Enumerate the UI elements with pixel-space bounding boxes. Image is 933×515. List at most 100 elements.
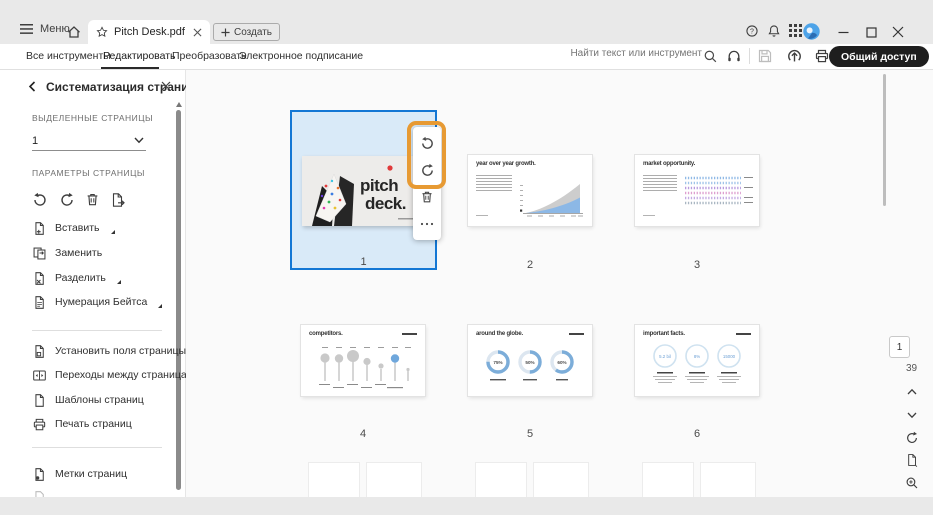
- share-upload-button[interactable]: [786, 47, 803, 64]
- search-input[interactable]: [560, 48, 702, 59]
- headphones-icon: [728, 50, 740, 62]
- page-params-label: ПАРАМЕТРЫ СТРАНИЦЫ: [32, 168, 145, 178]
- previous-page-button[interactable]: [890, 388, 933, 395]
- window-bottom-strip: [0, 497, 933, 515]
- tab-convert[interactable]: Преобразовать: [172, 50, 247, 62]
- page-transitions-item[interactable]: Переходы между страницами: [32, 366, 200, 384]
- rotate-left-button[interactable]: [418, 134, 436, 152]
- page-number: 1: [360, 256, 367, 268]
- print-button[interactable]: [814, 48, 830, 64]
- replace-pages-item[interactable]: Заменить: [32, 244, 102, 262]
- apps-button[interactable]: [789, 24, 802, 37]
- help-button[interactable]: ?: [745, 24, 759, 38]
- page-thumbnail-partial[interactable]: [643, 463, 693, 497]
- insert-pages-item[interactable]: Вставить: [32, 219, 115, 237]
- search-button[interactable]: [703, 49, 718, 64]
- trash-icon: [422, 191, 432, 203]
- window-close-button[interactable]: [890, 24, 906, 40]
- page-thumbnail-3[interactable]: market opportunity.: [635, 155, 759, 226]
- page-number: 3: [693, 259, 701, 271]
- tab-all-tools[interactable]: Все инструменты: [26, 50, 111, 62]
- page-thumbnail-2[interactable]: year over year growth.: [468, 155, 592, 226]
- tab-esign[interactable]: Электронное подписание: [239, 50, 364, 62]
- window-minimize-button[interactable]: [835, 24, 851, 40]
- extract-page-button[interactable]: [110, 192, 126, 208]
- donut-value-1: 75%: [493, 360, 502, 365]
- notifications-button[interactable]: [767, 24, 781, 38]
- rotate-right-button[interactable]: [418, 161, 436, 179]
- tab-close-icon[interactable]: [193, 28, 202, 37]
- rotate-right-icon: [906, 431, 917, 443]
- page-thumbnail-partial[interactable]: [701, 463, 755, 497]
- panel-close-button[interactable]: [161, 81, 171, 91]
- panel-scroll-up-arrow[interactable]: [176, 102, 182, 107]
- menu-button[interactable]: Меню: [20, 23, 70, 35]
- close-icon: [161, 81, 171, 91]
- home-button[interactable]: [66, 24, 82, 40]
- donut-value-2: 50%: [525, 360, 534, 365]
- current-page-value: 1: [896, 341, 903, 353]
- rotate-right-icon: [421, 163, 433, 176]
- page-thumbnail-partial[interactable]: [534, 463, 588, 497]
- page-thumbnail-5[interactable]: around the globe. 75% 50% 60%: [468, 325, 592, 396]
- page-labels-item[interactable]: Метки страниц: [32, 465, 127, 483]
- more-options-button[interactable]: [418, 215, 436, 233]
- slide-1-word-1: pitch: [360, 176, 398, 195]
- page-view-button[interactable]: [890, 453, 933, 467]
- delete-page-button[interactable]: [85, 192, 100, 207]
- save-button[interactable]: [757, 48, 773, 64]
- page-thumbnail-partial[interactable]: [309, 463, 359, 497]
- rotate-right-button[interactable]: [59, 192, 75, 208]
- panel-scrollbar[interactable]: [176, 110, 181, 490]
- page-templates-item[interactable]: Шаблоны страниц: [32, 391, 144, 409]
- page-icon: [907, 454, 917, 467]
- document-tab[interactable]: Pitch Desk.pdf: [88, 20, 210, 44]
- chevron-down-icon: [907, 412, 916, 419]
- create-button[interactable]: Создать: [213, 23, 281, 41]
- account-button[interactable]: [803, 23, 820, 40]
- page-thumbnail-partial[interactable]: [367, 463, 421, 497]
- home-icon: [68, 26, 80, 38]
- read-aloud-button[interactable]: [726, 48, 742, 64]
- slide-5-title: around the globe.: [476, 331, 523, 337]
- next-page-button[interactable]: [890, 412, 933, 419]
- zoom-button[interactable]: [890, 476, 933, 490]
- page-crop-icon: [35, 344, 44, 358]
- print-pages-item[interactable]: Печать страниц: [32, 415, 132, 433]
- hamburger-icon: [20, 24, 33, 34]
- page-thumbnail-6[interactable]: important facts. 5.2 bil 8% 15000: [635, 325, 759, 396]
- delete-page-button[interactable]: [418, 188, 436, 206]
- slide-1-art: pitch deck.: [302, 156, 425, 226]
- slide-1-preview[interactable]: pitch deck.: [302, 156, 425, 226]
- trash-icon: [87, 193, 98, 206]
- page-thumbnail-partial[interactable]: [476, 463, 526, 497]
- chevron-left-icon: [28, 81, 36, 92]
- split-pages-item[interactable]: Разделить: [32, 269, 121, 287]
- share-access-button[interactable]: Общий доступ: [829, 46, 929, 67]
- bates-numbering-item[interactable]: Нумерация Бейтса: [32, 293, 163, 311]
- panel-back-button[interactable]: [27, 81, 38, 92]
- split-pages-label: Разделить: [55, 272, 106, 284]
- help-icon: ?: [746, 25, 758, 37]
- save-icon: [758, 49, 772, 63]
- printer-icon: [33, 418, 46, 430]
- selected-pages-dropdown[interactable]: 1: [32, 131, 146, 151]
- window-maximize-button[interactable]: [863, 24, 879, 40]
- print-pages-label: Печать страниц: [55, 418, 132, 430]
- tab-edit[interactable]: Редактировать: [103, 50, 176, 62]
- plus-icon: [221, 27, 230, 37]
- set-page-boxes-item[interactable]: Установить поля страницы: [32, 342, 186, 360]
- rotate-left-button[interactable]: [32, 192, 48, 208]
- page-number: 4: [359, 428, 367, 440]
- page-context-toolbar: [413, 127, 441, 240]
- close-icon: [892, 26, 904, 38]
- current-page-box[interactable]: 1: [889, 336, 910, 358]
- rotate-view-button[interactable]: [890, 431, 933, 445]
- page-thumbnail-4[interactable]: competitors.: [301, 325, 425, 396]
- panel-title: Систематизация страниц: [46, 80, 196, 94]
- zoom-in-icon: [906, 477, 917, 489]
- page-template-icon: [35, 393, 44, 407]
- slide-6-corner-label: [736, 333, 751, 335]
- page-templates-label: Шаблоны страниц: [55, 394, 144, 406]
- main-scrollbar[interactable]: [883, 74, 886, 206]
